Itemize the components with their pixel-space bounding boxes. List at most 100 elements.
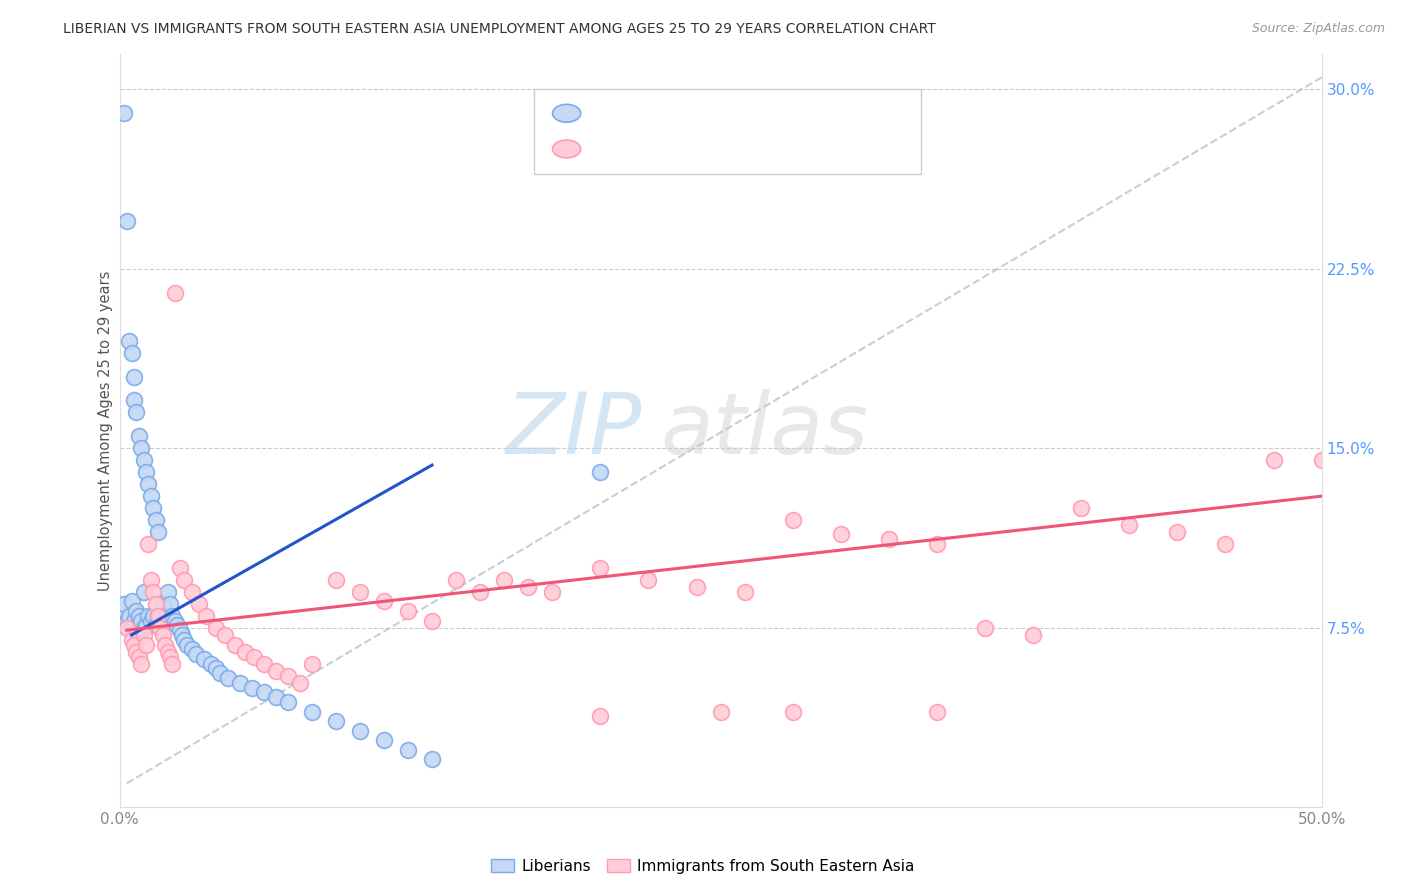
Text: 66: 66 [744,104,766,122]
Point [494,573,516,587]
Point [142,501,165,516]
Point [228,676,252,690]
Point [301,705,323,719]
Point [233,645,256,659]
Point [925,705,948,719]
Point [214,628,236,642]
Point [830,527,852,541]
Point [173,573,195,587]
Point [152,628,174,642]
Point [1310,453,1333,467]
Point [115,621,138,635]
Point [325,714,347,728]
Point [782,705,804,719]
Point [240,681,263,695]
Point [156,614,179,628]
Point [517,580,540,594]
Point [122,369,145,384]
Point [173,632,195,647]
Point [128,429,150,443]
Point [373,733,395,747]
Point [396,743,419,757]
Point [162,657,184,671]
Point [301,657,323,671]
Text: atlas: atlas [661,389,869,472]
Text: R =: R = [592,104,628,122]
Point [132,628,155,642]
Point [138,608,160,623]
Point [129,614,152,628]
Point [146,608,169,623]
Point [142,585,165,599]
Point [121,632,143,647]
Point [135,465,157,479]
Point [264,664,287,678]
Point [349,723,371,738]
Text: Source: ZipAtlas.com: Source: ZipAtlas.com [1251,22,1385,36]
Point [243,649,266,664]
Point [163,285,186,300]
Point [170,628,193,642]
Text: LIBERIAN VS IMMIGRANTS FROM SOUTH EASTERN ASIA UNEMPLOYMENT AMONG AGES 25 TO 29 : LIBERIAN VS IMMIGRANTS FROM SOUTH EASTER… [63,22,936,37]
Y-axis label: Unemployment Among Ages 25 to 29 years: Unemployment Among Ages 25 to 29 years [97,270,112,591]
Point [637,573,659,587]
Text: 65: 65 [744,140,766,158]
Point [159,649,181,664]
Point [132,453,155,467]
Point [734,585,756,599]
Point [195,608,218,623]
Point [156,585,179,599]
Point [589,709,612,723]
Point [142,608,165,623]
Point [138,537,160,551]
Point [685,580,707,594]
Point [139,614,162,628]
Point [373,594,395,608]
Point [152,597,174,611]
Point [162,608,184,623]
Point [125,604,148,618]
Point [146,608,169,623]
Point [709,705,731,719]
Text: 0.247: 0.247 [634,140,688,158]
Point [217,671,239,685]
Point [156,645,179,659]
Point [128,649,150,664]
Point [122,614,145,628]
Point [193,652,215,666]
Point [145,597,167,611]
Point [974,621,997,635]
Point [169,623,191,637]
Point [125,405,148,419]
Point [420,614,443,628]
Point [1118,517,1140,532]
Point [128,608,150,623]
Point [122,393,145,408]
Point [264,690,287,705]
Point [420,752,443,766]
Point [139,489,162,503]
Point [468,585,492,599]
Point [877,533,900,547]
Point [153,638,176,652]
Point [186,647,208,661]
Point [204,661,226,675]
Point [204,621,226,635]
Point [253,657,276,671]
Point [118,608,141,623]
Text: R =: R = [592,140,628,158]
Text: ZIP: ZIP [506,389,643,472]
Text: 0.187: 0.187 [634,104,686,122]
Point [589,561,612,575]
Point [159,597,181,611]
Point [1070,501,1092,516]
Point [121,345,143,359]
Point [115,614,138,628]
Text: N =: N = [683,104,735,122]
Point [125,645,148,659]
Point [132,585,155,599]
Point [118,334,141,348]
Point [135,618,157,632]
Point [139,573,162,587]
Point [112,597,135,611]
